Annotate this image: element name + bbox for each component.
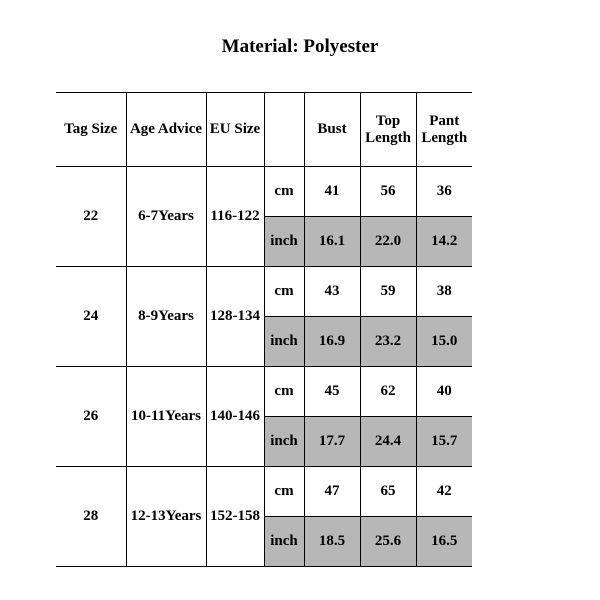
cell-bust: 41 xyxy=(304,167,360,217)
page: Material: Polyester Tag Size Age Advice … xyxy=(0,0,600,600)
col-unit-blank xyxy=(264,93,304,167)
cell-unit-inch: inch xyxy=(264,317,304,367)
cell-unit-inch: inch xyxy=(264,417,304,467)
cell-eu: 152-158 xyxy=(206,467,264,567)
col-bust: Bust xyxy=(304,93,360,167)
cell-pant: 36 xyxy=(416,167,472,217)
cell-top: 59 xyxy=(360,267,416,317)
cell-tag: 22 xyxy=(56,167,126,267)
cell-top: 25.6 xyxy=(360,517,416,567)
cell-age: 8-9Years xyxy=(126,267,206,367)
cell-eu: 116-122 xyxy=(206,167,264,267)
cell-age: 6-7Years xyxy=(126,167,206,267)
table-header-row: Tag Size Age Advice EU Size Bust Top Len… xyxy=(56,93,472,167)
cell-unit-cm: cm xyxy=(264,267,304,317)
cell-bust: 17.7 xyxy=(304,417,360,467)
cell-bust: 18.5 xyxy=(304,517,360,567)
page-title: Material: Polyester xyxy=(0,36,600,58)
col-tag-size: Tag Size xyxy=(56,93,126,167)
cell-unit-cm: cm xyxy=(264,367,304,417)
cell-pant: 14.2 xyxy=(416,217,472,267)
cell-pant: 42 xyxy=(416,467,472,517)
col-age-advice: Age Advice xyxy=(126,93,206,167)
cell-tag: 26 xyxy=(56,367,126,467)
cell-unit-inch: inch xyxy=(264,517,304,567)
cell-top: 24.4 xyxy=(360,417,416,467)
cell-age: 12-13Years xyxy=(126,467,206,567)
cell-unit-inch: inch xyxy=(264,217,304,267)
cell-tag: 28 xyxy=(56,467,126,567)
cell-bust: 47 xyxy=(304,467,360,517)
cell-eu: 128-134 xyxy=(206,267,264,367)
cell-pant: 15.0 xyxy=(416,317,472,367)
cell-top: 62 xyxy=(360,367,416,417)
cell-bust: 16.9 xyxy=(304,317,360,367)
cell-top: 65 xyxy=(360,467,416,517)
table-row: 24 8-9Years 128-134 cm 43 59 38 xyxy=(56,267,472,317)
cell-unit-cm: cm xyxy=(264,467,304,517)
cell-tag: 24 xyxy=(56,267,126,367)
cell-pant: 40 xyxy=(416,367,472,417)
table-row: 28 12-13Years 152-158 cm 47 65 42 xyxy=(56,467,472,517)
cell-age: 10-11Years xyxy=(126,367,206,467)
cell-eu: 140-146 xyxy=(206,367,264,467)
cell-unit-cm: cm xyxy=(264,167,304,217)
col-pant-length: Pant Length xyxy=(416,93,472,167)
cell-top: 22.0 xyxy=(360,217,416,267)
size-table: Tag Size Age Advice EU Size Bust Top Len… xyxy=(56,92,472,567)
table-row: 22 6-7Years 116-122 cm 41 56 36 xyxy=(56,167,472,217)
cell-pant: 16.5 xyxy=(416,517,472,567)
col-top-length: Top Length xyxy=(360,93,416,167)
cell-bust: 45 xyxy=(304,367,360,417)
cell-bust: 16.1 xyxy=(304,217,360,267)
col-eu-size: EU Size xyxy=(206,93,264,167)
cell-pant: 15.7 xyxy=(416,417,472,467)
cell-bust: 43 xyxy=(304,267,360,317)
cell-top: 23.2 xyxy=(360,317,416,367)
cell-top: 56 xyxy=(360,167,416,217)
cell-pant: 38 xyxy=(416,267,472,317)
table-row: 26 10-11Years 140-146 cm 45 62 40 xyxy=(56,367,472,417)
